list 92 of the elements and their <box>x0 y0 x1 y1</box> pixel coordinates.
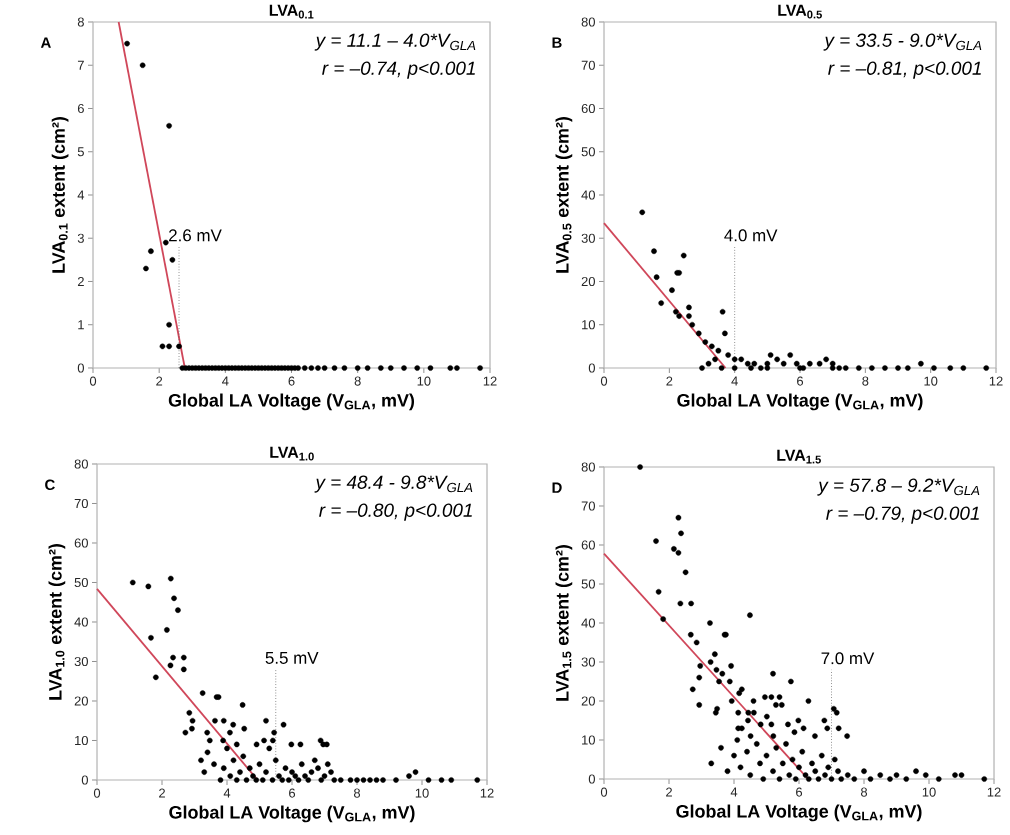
x-tick-label: 6 <box>289 788 296 798</box>
y-tick-label: 4 <box>77 190 85 200</box>
x-tick-label: 0 <box>600 787 608 797</box>
y-tick-label: 70 <box>74 498 88 509</box>
x-axis-title: Global LA Voltage (V$_{GLA}$, mV) <box>676 804 922 822</box>
text: C <box>45 479 55 491</box>
y-tick-label: 20 <box>581 696 595 706</box>
x-tick-label: 8 <box>354 376 361 386</box>
annotation: y = 48.4 - 9.8*V$_{GLA}$ <box>314 475 473 493</box>
ref-line-label: 2.6 mV <box>169 229 222 242</box>
y-tick-label: 3 <box>77 233 84 243</box>
y-axis-title: LVA$_{0.1}$ extent (cm²) <box>51 117 69 273</box>
x-tick-label: 10 <box>922 787 936 797</box>
annotation: y = 11.1 – 4.0*V$_{GLA}$ <box>314 33 476 51</box>
y-tick-label: 0 <box>77 363 84 373</box>
annotation: y = 33.5 - 9.0*V$_{GLA}$ <box>823 33 982 51</box>
y-axis-title: LVA$_{1.5}$ extent (cm²) <box>555 545 573 701</box>
y-tick-label: 1 <box>78 320 84 330</box>
y-tick-label: 20 <box>74 696 88 706</box>
x-tick-label: 2 <box>666 787 672 797</box>
y-tick-label: 0 <box>81 775 88 785</box>
x-tick-label: 10 <box>415 788 429 798</box>
x-tick-label: 8 <box>353 788 361 798</box>
y-tick-label: 7 <box>77 60 84 70</box>
x-axis-title: Global LA Voltage (V$_{GLA}$, mV) <box>677 393 923 411</box>
text: B <box>552 37 562 48</box>
chart-title: LVA$_{0.1}$ <box>269 4 314 19</box>
y-tick-label: 40 <box>74 617 88 627</box>
x-tick-label: 0 <box>89 376 97 386</box>
y-tick-label: 70 <box>581 60 595 70</box>
y-tick-label: 50 <box>581 147 595 157</box>
y-tick-label: 30 <box>581 657 595 667</box>
x-tick-label: 8 <box>860 787 868 797</box>
y-tick-label: 8 <box>77 17 84 27</box>
chart-title: LVA$_{0.5}$ <box>778 4 822 19</box>
y-tick-label: 40 <box>581 190 595 200</box>
x-axis-title: Global LA Voltage (V$_{GLA}$, mV) <box>169 805 415 823</box>
text: A <box>40 37 51 48</box>
x-tick-label: 2 <box>666 376 673 386</box>
y-tick-label: 50 <box>581 579 595 589</box>
x-tick-label: 4 <box>223 788 231 798</box>
chart-title: LVA$_{1.5}$ <box>777 449 821 464</box>
x-tick-label: 2 <box>156 376 163 386</box>
y-tick-label: 20 <box>581 276 595 287</box>
y-tick-label: 0 <box>588 363 595 373</box>
annotation: y = 57.8 – 9.2*V$_{GLA}$ <box>817 478 980 496</box>
x-tick-label: 12 <box>483 376 497 386</box>
y-tick-label: 80 <box>581 17 595 27</box>
y-tick-label: 10 <box>75 735 88 746</box>
y-tick-label: 5 <box>77 147 84 157</box>
x-tick-label: 12 <box>480 788 494 798</box>
x-tick-label: 12 <box>989 376 1003 386</box>
x-tick-label: 4 <box>731 376 738 386</box>
annotation: r = –0.79, p<0.001 <box>826 506 979 524</box>
y-tick-label: 60 <box>581 540 595 550</box>
x-tick-label: 0 <box>93 788 101 798</box>
x-tick-label: 10 <box>417 376 431 386</box>
annotation: r = –0.80, p<0.001 <box>319 503 472 521</box>
y-tick-label: 80 <box>74 459 88 469</box>
y-tick-label: 30 <box>74 656 88 667</box>
y-tick-label: 70 <box>581 501 595 511</box>
y-tick-label: 60 <box>74 538 88 548</box>
x-tick-label: 0 <box>600 376 608 386</box>
y-tick-label: 0 <box>588 774 595 784</box>
y-tick-label: 80 <box>581 462 595 472</box>
x-tick-label: 12 <box>987 787 1001 797</box>
y-tick-label: 30 <box>581 233 595 243</box>
y-tick-label: 10 <box>582 320 595 330</box>
text: D <box>552 482 562 493</box>
y-axis-title: LVA$_{0.5}$ extent (cm²) <box>555 117 573 273</box>
x-tick-label: 2 <box>159 788 165 798</box>
y-tick-label: 40 <box>581 618 595 628</box>
y-tick-label: 2 <box>77 276 84 287</box>
y-tick-label: 10 <box>582 735 595 745</box>
ref-line-label: 4.0 mV <box>724 229 778 242</box>
annotation: r = –0.81, p<0.001 <box>828 61 981 79</box>
x-tick-label: 10 <box>924 376 938 386</box>
y-tick-label: 60 <box>581 103 595 114</box>
chart-title: LVA$_{1.0}$ <box>270 446 314 461</box>
ref-line-label: 7.0 mV <box>821 652 875 665</box>
x-tick-label: 6 <box>797 376 804 386</box>
y-tick-label: 50 <box>74 577 88 588</box>
x-axis-title: Global LA Voltage (V$_{GLA}$, mV) <box>168 393 415 411</box>
y-tick-label: 6 <box>77 103 84 114</box>
x-tick-label: 6 <box>796 787 803 797</box>
x-tick-label: 8 <box>862 376 869 386</box>
x-tick-label: 4 <box>222 376 229 386</box>
y-axis-title: LVA$_{1.0}$ extent (cm²) <box>48 544 66 700</box>
x-tick-label: 4 <box>730 787 738 797</box>
annotation: r = –0.74, p<0.001 <box>322 61 475 79</box>
x-tick-label: 6 <box>288 376 295 386</box>
ref-line-label: 5.5 mV <box>265 652 319 664</box>
